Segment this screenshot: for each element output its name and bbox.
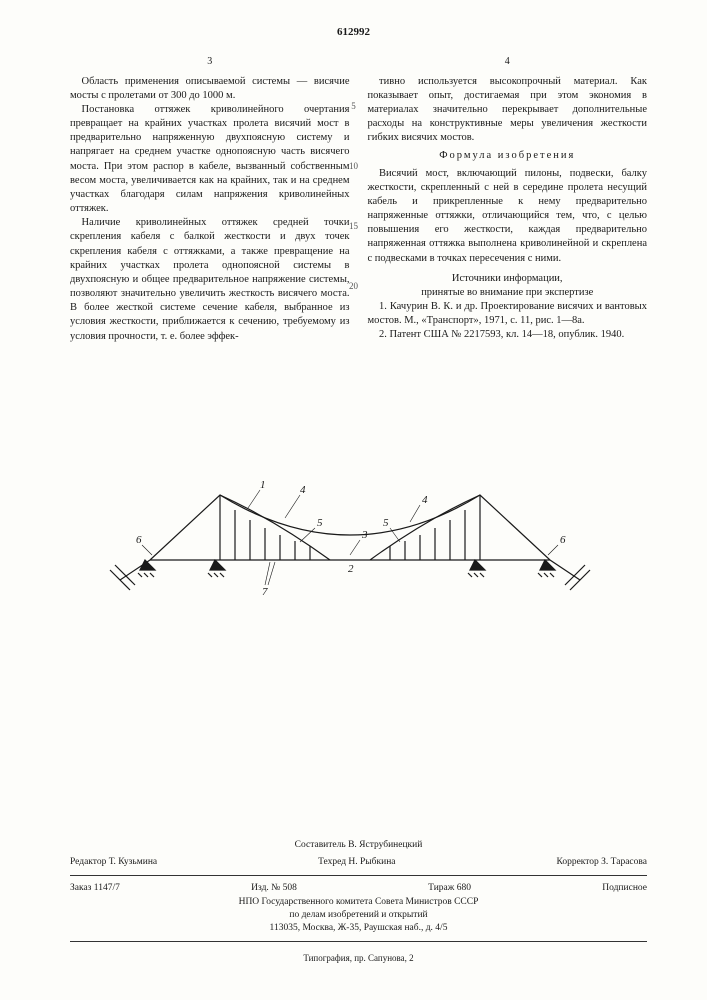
left-p1: Область применения описываемой системы —…	[70, 75, 350, 103]
footer-order: Заказ 1147/7	[70, 882, 120, 895]
footer-org1: НПО Государственного комитета Совета Мин…	[70, 896, 647, 909]
col-num-left: 3	[70, 55, 350, 69]
source-1: 1. Качурин В. К. и др. Проектирование ви…	[368, 300, 648, 328]
right-p1: тивно используется высокопрочный материа…	[368, 75, 648, 146]
col-num-right: 4	[368, 55, 648, 69]
diagram-label-5b: 5	[383, 517, 389, 529]
text-columns: 3 Область применения описываемой системы…	[70, 55, 647, 344]
diagram-label-6a: 6	[136, 534, 142, 546]
sources-title: Источники информации,	[368, 272, 648, 286]
left-p3: Наличие криволинейных оттяжек средней то…	[70, 216, 350, 344]
footer-subscription: Подписное	[602, 882, 647, 895]
diagram-label-4a: 4	[300, 484, 306, 496]
footer-techred: Техред Н. Рыбкина	[318, 856, 395, 869]
footer: Составитель В. Яструбинецкий Редактор Т.…	[70, 839, 647, 965]
line-marker-10: 10	[349, 160, 358, 172]
diagram-label-3: 3	[361, 529, 368, 541]
footer-address: 113035, Москва, Ж-35, Раушская наб., д. …	[70, 922, 647, 935]
footer-izd: Изд. № 508	[251, 882, 297, 895]
left-p2: Постановка оттяжек криволинейного очерта…	[70, 103, 350, 216]
footer-print: Типография, пр. Сапунова, 2	[70, 952, 647, 965]
line-marker-20: 20	[349, 280, 358, 292]
bridge-diagram: 1 4 5 3 4 5 6 6 2 7	[100, 470, 600, 610]
line-marker-15: 15	[349, 220, 358, 232]
right-column: 4 тивно используется высокопрочный матер…	[368, 55, 648, 344]
footer-tirage: Тираж 680	[428, 882, 471, 895]
footer-corrector: Корректор З. Тарасова	[556, 856, 647, 869]
footer-org2: по делам изобретений и открытий	[70, 909, 647, 922]
diagram-label-1: 1	[260, 479, 266, 491]
diagram-label-2: 2	[348, 563, 354, 575]
sources-sub: принятые во внимание при экспертизе	[368, 286, 648, 300]
footer-editor: Редактор Т. Кузьмина	[70, 856, 157, 869]
diagram-label-6b: 6	[560, 534, 566, 546]
page-number: 612992	[337, 25, 370, 40]
footer-compiler: Составитель В. Яструбинецкий	[70, 839, 647, 852]
diagram-label-4b: 4	[422, 494, 428, 506]
right-p2: Висячий мост, включающий пилоны, подвеск…	[368, 167, 648, 266]
source-2: 2. Патент США № 2217593, кл. 14—18, опуб…	[368, 328, 648, 342]
diagram-label-7: 7	[262, 586, 268, 598]
left-column: 3 Область применения описываемой системы…	[70, 55, 350, 344]
formula-title: Формула изобретения	[368, 149, 648, 163]
line-marker-5: 5	[351, 100, 356, 112]
diagram-label-5a: 5	[317, 517, 323, 529]
